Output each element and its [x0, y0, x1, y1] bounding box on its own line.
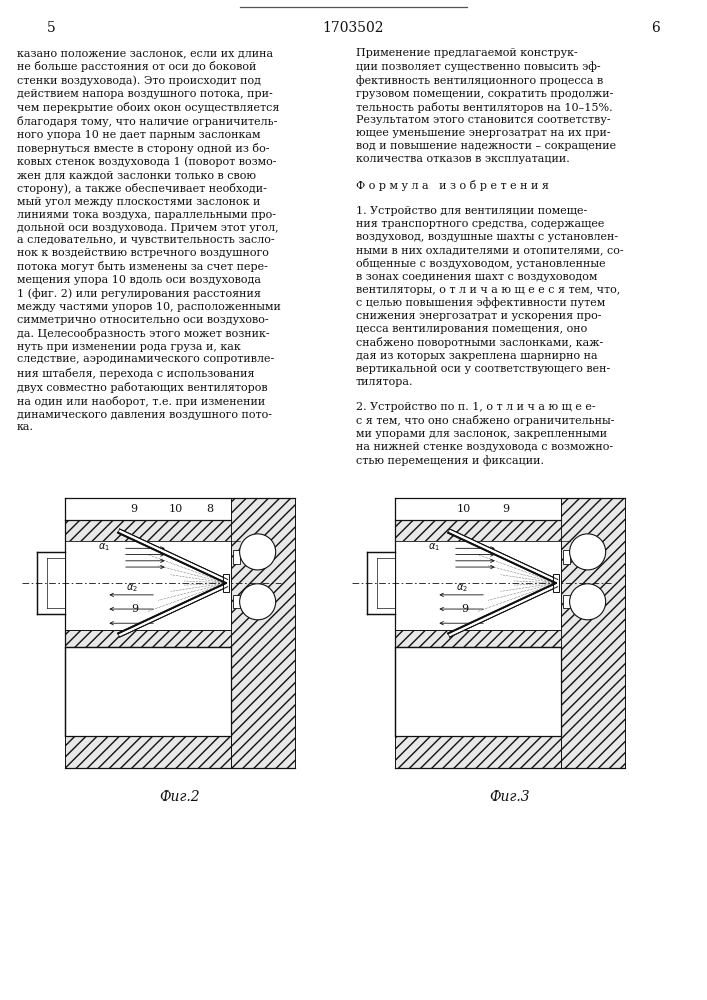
Bar — [563, 550, 570, 564]
Circle shape — [240, 584, 276, 620]
Text: 9: 9 — [502, 504, 509, 514]
Text: $\alpha_2$: $\alpha_2$ — [456, 582, 468, 594]
Bar — [395, 630, 561, 647]
Circle shape — [570, 584, 606, 620]
Text: $\alpha_1$: $\alpha_1$ — [98, 541, 110, 553]
Text: 10: 10 — [168, 504, 182, 514]
Bar — [37, 552, 65, 614]
Bar — [65, 647, 230, 736]
Text: $\alpha_1$: $\alpha_1$ — [428, 541, 440, 553]
Text: 9: 9 — [130, 504, 138, 514]
Text: 6: 6 — [651, 21, 660, 35]
Bar — [563, 595, 570, 608]
Text: 10: 10 — [457, 504, 471, 514]
Polygon shape — [448, 583, 558, 637]
Circle shape — [570, 534, 606, 570]
Circle shape — [240, 534, 276, 570]
Bar — [561, 498, 625, 768]
Text: Фиг.3: Фиг.3 — [490, 790, 530, 804]
Text: 1703502: 1703502 — [323, 21, 384, 35]
Bar — [65, 520, 230, 541]
Text: Применение предлагаемой конструк-
ции позволяет существенно повысить эф-
фективн: Применение предлагаемой конструк- ции по… — [356, 48, 624, 466]
Text: $\alpha_2$: $\alpha_2$ — [126, 582, 138, 594]
Bar — [233, 550, 240, 564]
Bar — [65, 541, 230, 630]
Bar — [395, 647, 561, 736]
Bar — [65, 736, 230, 768]
Text: 8: 8 — [206, 504, 214, 514]
Bar — [223, 574, 229, 592]
Polygon shape — [448, 529, 558, 583]
Bar — [368, 552, 395, 614]
Polygon shape — [118, 529, 228, 583]
Bar — [395, 736, 561, 768]
Polygon shape — [118, 583, 228, 637]
Bar — [230, 498, 295, 768]
Bar — [553, 574, 559, 592]
Text: Фиг.2: Фиг.2 — [160, 790, 200, 804]
Text: 9: 9 — [131, 604, 138, 614]
Bar — [395, 541, 561, 630]
Bar — [233, 595, 240, 608]
Bar — [395, 520, 561, 541]
Text: казано положение заслонок, если их длина
не больше расстояния от оси до боковой
: казано положение заслонок, если их длина… — [17, 48, 281, 432]
Bar — [65, 630, 230, 647]
Text: 9: 9 — [461, 604, 468, 614]
Text: 5: 5 — [47, 21, 56, 35]
